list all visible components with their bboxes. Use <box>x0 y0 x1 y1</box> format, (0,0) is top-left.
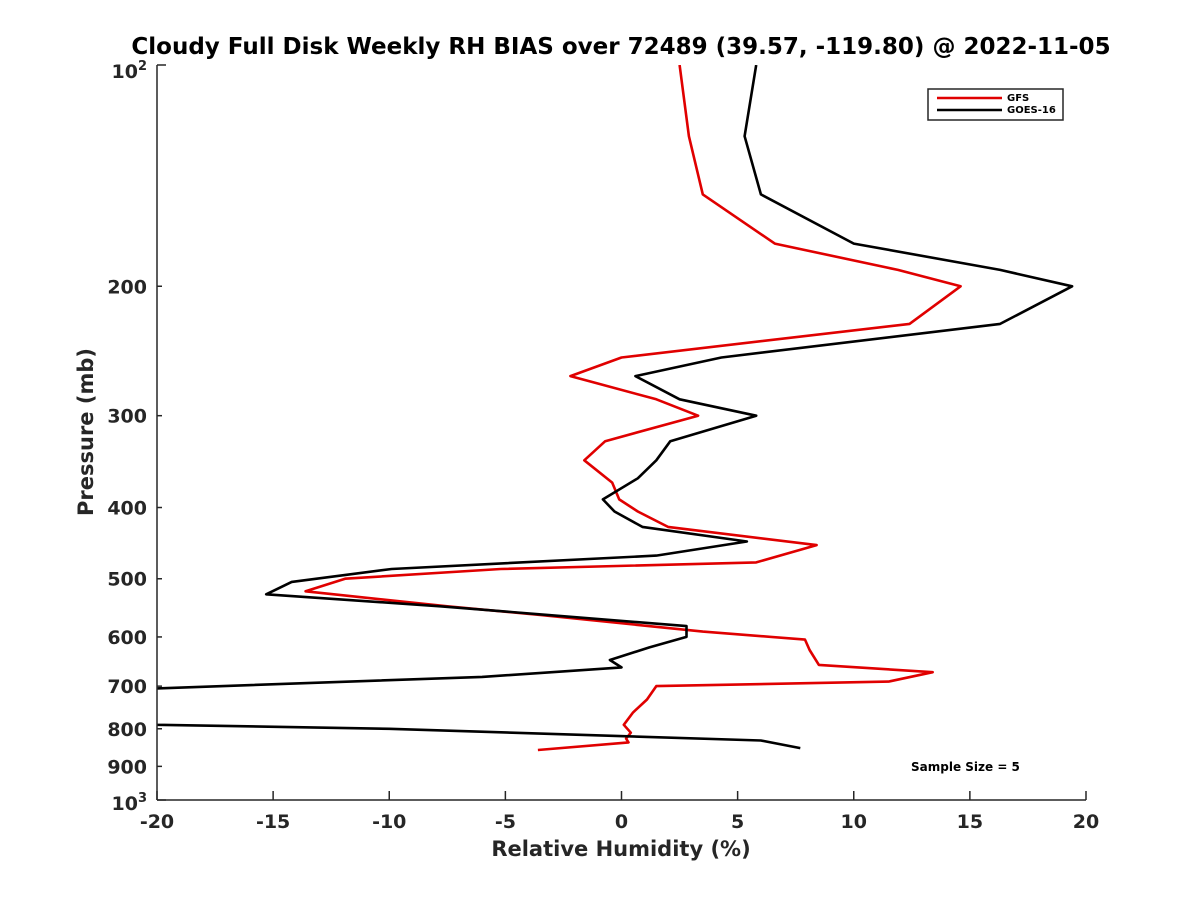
legend: GFS GOES-16 <box>927 88 1064 121</box>
y-tick-label: 200 <box>107 276 147 298</box>
y-top-base: 10 <box>112 61 138 83</box>
x-tick-label: -15 <box>256 811 290 833</box>
legend-label-gfs: GFS <box>1007 93 1029 104</box>
legend-label-goes16: GOES-16 <box>1007 105 1056 116</box>
series-layer <box>157 65 1074 752</box>
series-line-gfs <box>304 65 962 752</box>
chart-title: Cloudy Full Disk Weekly RH BIAS over 724… <box>131 34 1110 60</box>
series-line-goes16 <box>157 65 1074 750</box>
x-tick-label: 5 <box>731 811 744 833</box>
svg-text:102: 102 <box>112 59 148 83</box>
legend-box <box>927 88 1064 121</box>
y-bottom-base: 10 <box>112 793 138 815</box>
y-axis-label: Pressure (mb) <box>74 348 98 516</box>
y-bottom-label: 103 <box>112 791 148 815</box>
y-tick-label: 800 <box>107 719 147 741</box>
x-axis-label: Relative Humidity (%) <box>491 837 750 861</box>
x-tick-label: 10 <box>841 811 867 833</box>
y-tick-label: 500 <box>107 569 147 591</box>
x-tick-label: 0 <box>615 811 628 833</box>
svg-text:103: 103 <box>112 791 148 815</box>
y-tick-label: 300 <box>107 406 147 428</box>
x-tick-label: -20 <box>140 811 174 833</box>
y-top-label: 102 <box>112 59 148 83</box>
y-bottom-exp: 3 <box>138 791 147 806</box>
x-tick-label: 15 <box>957 811 983 833</box>
ticks-layer: -20 -15 -10 -5 0 5 10 15 20 200 300 400 500 600 700 800… <box>107 64 1099 833</box>
y-tick-label: 600 <box>107 627 147 649</box>
x-tick-label: 20 <box>1073 811 1099 833</box>
y-top-exp: 2 <box>138 59 147 74</box>
x-tick-label: -10 <box>372 811 406 833</box>
sample-size-annotation: Sample Size = 5 <box>911 760 1020 774</box>
y-tick-label: 900 <box>107 756 147 778</box>
x-tick-label: -5 <box>495 811 516 833</box>
y-tick-label: 700 <box>107 676 147 698</box>
y-tick-label: 400 <box>107 498 147 520</box>
